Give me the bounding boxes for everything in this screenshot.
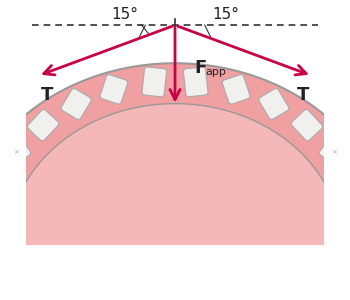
Text: F: F — [194, 59, 206, 77]
FancyBboxPatch shape — [222, 74, 250, 104]
FancyBboxPatch shape — [183, 67, 208, 97]
Text: ×: × — [331, 149, 337, 155]
FancyBboxPatch shape — [1, 137, 31, 166]
Text: T: T — [296, 86, 309, 104]
FancyBboxPatch shape — [27, 110, 59, 141]
FancyBboxPatch shape — [319, 137, 349, 166]
Text: 15°: 15° — [111, 7, 138, 22]
FancyBboxPatch shape — [142, 67, 167, 97]
FancyBboxPatch shape — [0, 169, 12, 197]
FancyBboxPatch shape — [259, 88, 289, 120]
PathPatch shape — [0, 63, 350, 245]
FancyBboxPatch shape — [338, 169, 350, 197]
FancyBboxPatch shape — [291, 110, 323, 141]
Text: T: T — [41, 86, 54, 104]
Text: ×: × — [13, 149, 19, 155]
Text: 15°: 15° — [212, 7, 239, 22]
FancyBboxPatch shape — [61, 88, 91, 120]
PathPatch shape — [8, 103, 342, 245]
FancyBboxPatch shape — [100, 74, 128, 104]
Text: app: app — [205, 67, 226, 77]
